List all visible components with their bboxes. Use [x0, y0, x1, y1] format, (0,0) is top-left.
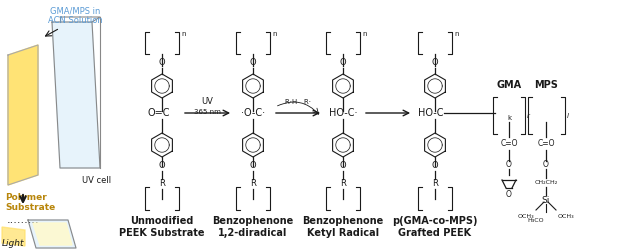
Text: k: k	[507, 115, 511, 121]
Text: Light: Light	[2, 239, 25, 248]
Text: GMA/MPS in
ACN Solution: GMA/MPS in ACN Solution	[48, 6, 102, 25]
Text: Benzophenone
Ketyl Radical: Benzophenone Ketyl Radical	[303, 216, 384, 238]
Text: UV cell: UV cell	[82, 176, 112, 185]
Text: C=O: C=O	[500, 138, 518, 147]
Text: Si: Si	[542, 195, 550, 204]
Text: l: l	[567, 113, 569, 119]
Text: ·O-C·: ·O-C·	[241, 108, 265, 118]
Text: R: R	[250, 179, 256, 187]
Text: Polymer
Substrate: Polymer Substrate	[5, 193, 55, 212]
Text: R·H   R·: R·H R·	[285, 99, 311, 105]
Text: OCH₃: OCH₃	[517, 213, 534, 219]
Text: R: R	[432, 179, 438, 187]
Text: C=O: C=O	[538, 138, 555, 147]
Text: O=C: O=C	[148, 108, 171, 118]
Text: n: n	[272, 31, 277, 37]
Text: CH₂CH₂: CH₂CH₂	[534, 180, 557, 185]
Text: R: R	[159, 179, 165, 187]
Text: O: O	[159, 58, 166, 66]
Text: HO-C: HO-C	[418, 108, 444, 118]
Text: O: O	[432, 58, 438, 66]
Polygon shape	[33, 223, 72, 245]
Text: O: O	[506, 190, 512, 199]
Text: Benzophenone
1,2-diradical: Benzophenone 1,2-diradical	[213, 216, 294, 238]
Polygon shape	[28, 220, 76, 248]
Text: O: O	[432, 161, 438, 170]
Text: p(GMA-co-MPS)
Grafted PEEK: p(GMA-co-MPS) Grafted PEEK	[392, 216, 478, 238]
Text: n: n	[454, 31, 459, 37]
Text: O: O	[506, 160, 512, 169]
Text: .........: .........	[7, 215, 39, 225]
Text: GMA: GMA	[497, 80, 521, 90]
Text: Unmodified
PEEK Substrate: Unmodified PEEK Substrate	[119, 216, 205, 238]
Text: HO-C·: HO-C·	[329, 108, 357, 118]
Text: O: O	[159, 161, 166, 170]
Text: n: n	[362, 31, 366, 37]
Text: O: O	[340, 161, 347, 170]
Polygon shape	[2, 227, 25, 246]
Text: O: O	[250, 58, 256, 66]
Text: OCH₃: OCH₃	[558, 213, 575, 219]
Text: UV: UV	[201, 97, 213, 106]
Text: 365 nm: 365 nm	[193, 109, 221, 115]
Text: R: R	[340, 179, 346, 187]
Text: MPS: MPS	[534, 80, 558, 90]
Polygon shape	[52, 22, 100, 168]
Text: H₃CO: H₃CO	[528, 217, 544, 223]
Text: O: O	[250, 161, 256, 170]
Text: O: O	[543, 160, 549, 169]
Polygon shape	[8, 45, 38, 185]
Text: r: r	[527, 113, 530, 119]
Text: n: n	[181, 31, 185, 37]
Text: O: O	[340, 58, 347, 66]
